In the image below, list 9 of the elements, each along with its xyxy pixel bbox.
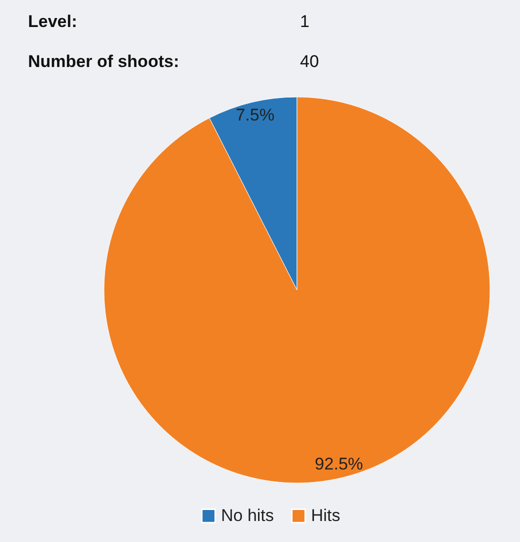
- data-label: 92.5%: [314, 454, 364, 474]
- text: 40: [300, 52, 319, 71]
- legend-label: No hits: [221, 506, 274, 525]
- legend-label: Hits: [311, 506, 340, 525]
- pie-slice: [104, 96, 490, 484]
- text: 1: [300, 12, 310, 31]
- text: Number of shoots:: [28, 52, 180, 71]
- text: Level:: [28, 12, 78, 31]
- data-label: 7.5%: [236, 105, 274, 124]
